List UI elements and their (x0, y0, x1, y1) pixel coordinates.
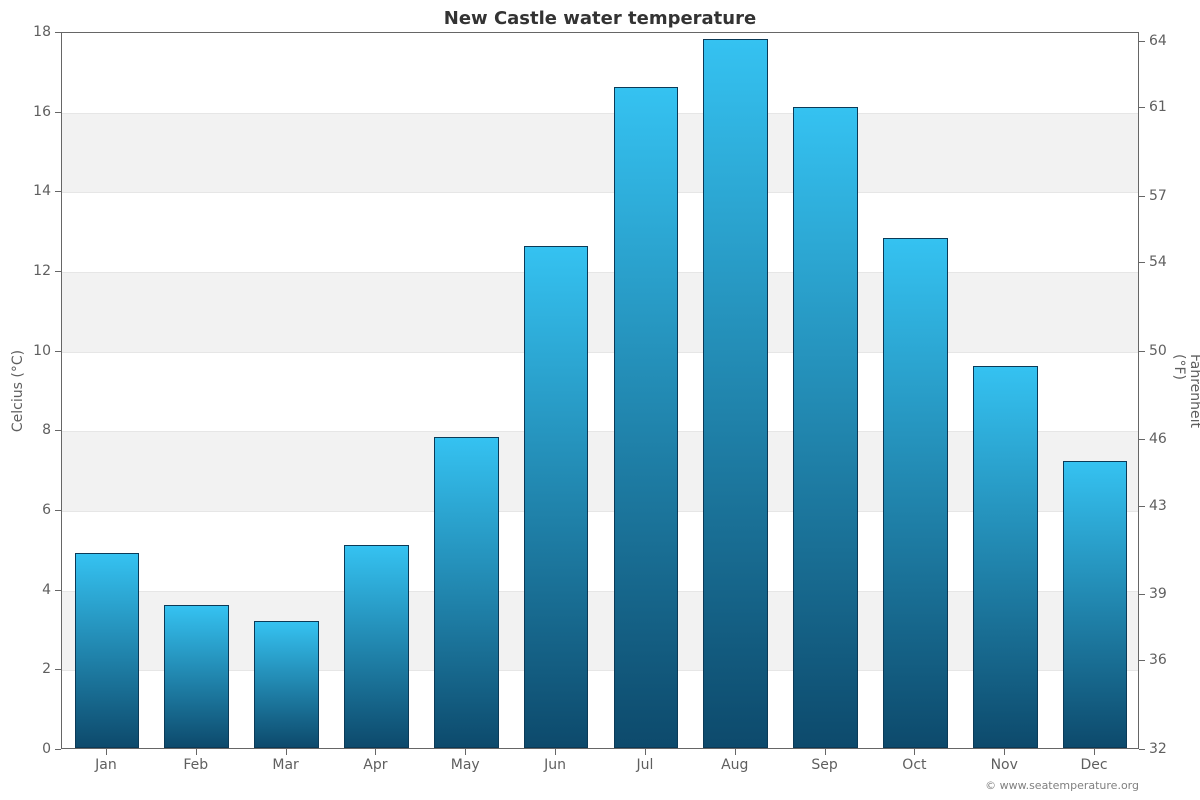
y-left-tick-label: 0 (42, 741, 51, 757)
bar-sep (793, 107, 858, 748)
y-right-tick-label: 43 (1149, 498, 1167, 514)
y-left-tick (55, 430, 61, 431)
y-right-tick (1139, 594, 1145, 595)
x-tick-label: Jul (636, 757, 653, 773)
bar-jun (524, 246, 589, 748)
y-right-tick (1139, 660, 1145, 661)
y-right-tick-label: 64 (1149, 33, 1167, 49)
x-tick-label: Jan (95, 757, 117, 773)
x-tick-label: Feb (183, 757, 208, 773)
y-right-tick-label: 36 (1149, 652, 1167, 668)
y-left-tick-label: 6 (42, 502, 51, 518)
bar-may (434, 437, 499, 748)
y-right-tick-label: 54 (1149, 254, 1167, 270)
copyright-text: © www.seatemperature.org (985, 779, 1139, 792)
y-left-tick (55, 191, 61, 192)
grid-band (62, 113, 1138, 193)
y-left-tick-label: 8 (42, 422, 51, 438)
y-left-tick-label: 16 (33, 104, 51, 120)
x-tick (375, 749, 376, 755)
y-right-tick (1139, 439, 1145, 440)
plot-area (61, 32, 1139, 749)
x-tick (286, 749, 287, 755)
grid-band (62, 272, 1138, 352)
y-right-tick-label: 61 (1149, 99, 1167, 115)
x-tick-label: Apr (363, 757, 387, 773)
y-right-tick (1139, 196, 1145, 197)
x-tick (914, 749, 915, 755)
y-left-tick-label: 10 (33, 343, 51, 359)
y-right-tick (1139, 41, 1145, 42)
gridline (62, 352, 1138, 353)
y-left-tick (55, 112, 61, 113)
x-tick-label: Jun (544, 757, 566, 773)
chart-title: New Castle water temperature (0, 8, 1200, 29)
x-tick-label: Dec (1081, 757, 1108, 773)
x-tick-label: Aug (721, 757, 748, 773)
x-tick (1094, 749, 1095, 755)
gridline (62, 192, 1138, 193)
y-left-tick (55, 590, 61, 591)
x-tick (196, 749, 197, 755)
y-right-tick-label: 39 (1149, 586, 1167, 602)
x-tick-label: Mar (272, 757, 298, 773)
x-tick-label: May (451, 757, 480, 773)
x-tick (735, 749, 736, 755)
x-tick (555, 749, 556, 755)
bar-jan (75, 553, 140, 748)
bar-dec (1063, 461, 1128, 748)
x-tick (645, 749, 646, 755)
y-left-tick (55, 669, 61, 670)
y-right-tick (1139, 107, 1145, 108)
y-right-tick-label: 32 (1149, 741, 1167, 757)
y-right-tick-label: 57 (1149, 188, 1167, 204)
x-tick-label: Sep (811, 757, 837, 773)
bar-aug (703, 39, 768, 748)
bar-jul (614, 87, 679, 748)
bar-nov (973, 366, 1038, 748)
y-left-tick-label: 12 (33, 263, 51, 279)
y-left-tick-label: 2 (42, 661, 51, 677)
x-tick (106, 749, 107, 755)
y-left-tick-label: 4 (42, 582, 51, 598)
gridline (62, 113, 1138, 114)
y-left-tick (55, 351, 61, 352)
gridline (62, 272, 1138, 273)
bar-mar (254, 621, 319, 748)
x-tick (465, 749, 466, 755)
x-tick (1004, 749, 1005, 755)
y-right-tick (1139, 351, 1145, 352)
y-left-tick (55, 749, 61, 750)
y-right-tick-label: 46 (1149, 431, 1167, 447)
y-axis-right-title: Fahrenheit (°F) (1171, 353, 1200, 427)
y-left-tick (55, 271, 61, 272)
y-right-tick (1139, 262, 1145, 263)
y-left-tick-label: 14 (33, 183, 51, 199)
y-left-tick (55, 32, 61, 33)
x-tick (825, 749, 826, 755)
y-right-tick (1139, 749, 1145, 750)
temperature-chart: New Castle water temperature Celcius (°C… (0, 0, 1200, 800)
y-left-tick-label: 18 (33, 24, 51, 40)
x-tick-label: Oct (902, 757, 926, 773)
bar-feb (164, 605, 229, 748)
y-right-tick-label: 50 (1149, 343, 1167, 359)
bar-oct (883, 238, 948, 748)
y-axis-left-title: Celcius (°C) (10, 349, 26, 431)
bar-apr (344, 545, 409, 748)
y-left-tick (55, 510, 61, 511)
y-right-tick (1139, 506, 1145, 507)
x-tick-label: Nov (991, 757, 1018, 773)
